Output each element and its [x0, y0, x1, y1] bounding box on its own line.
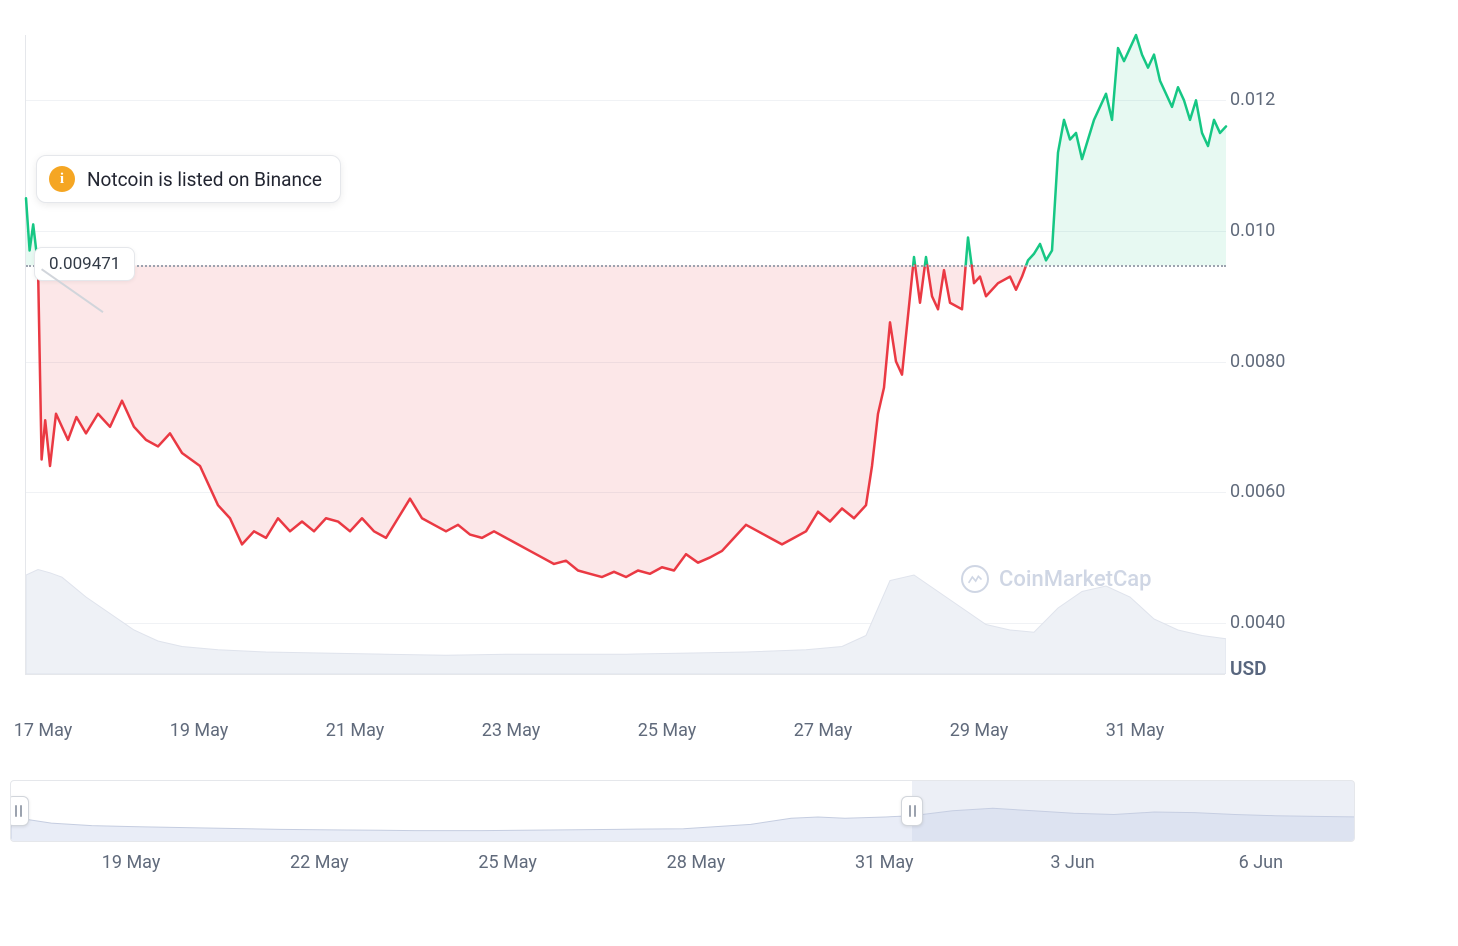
watermark-icon	[961, 565, 989, 593]
y-tick-label: 0.0040	[1230, 612, 1320, 633]
nav-x-tick-label: 25 May	[478, 852, 537, 873]
navigator-handle-right[interactable]	[901, 796, 923, 826]
reference-line	[26, 265, 1226, 267]
info-icon: i	[49, 166, 75, 192]
nav-x-tick-label: 28 May	[667, 852, 726, 873]
watermark-text: CoinMarketCap	[999, 567, 1152, 592]
navigator-container: 19 May 22 May 25 May 28 May 31 May 3 Jun 6 Jun	[10, 780, 1355, 880]
x-tick-label: 17 May	[14, 720, 73, 741]
x-tick-label: 27 May	[794, 720, 853, 741]
navigator-mask-right	[912, 781, 1355, 841]
y-tick-label: 0.0080	[1230, 351, 1320, 372]
x-tick-label: 31 May	[1106, 720, 1165, 741]
reference-value-text: 0.009471	[49, 254, 120, 274]
x-axis: 17 May19 May21 May23 May25 May27 May29 M…	[25, 720, 1225, 750]
x-tick-label: 21 May	[326, 720, 385, 741]
y-tick-label: 0.012	[1230, 89, 1320, 110]
x-tick-label: 19 May	[170, 720, 229, 741]
nav-x-tick-label: 31 May	[855, 852, 914, 873]
info-icon-glyph: i	[60, 171, 64, 188]
nav-x-tick-label: 6 Jun	[1239, 852, 1283, 873]
y-tick-label: 0.0060	[1230, 481, 1320, 502]
main-chart-container: 0.009471 i Notcoin is listed on Binance …	[25, 35, 1345, 705]
navigator-handle-left[interactable]	[10, 796, 29, 826]
y-axis: 0.00400.00600.00800.0100.012USD	[1230, 35, 1320, 675]
navigator-chart[interactable]	[10, 780, 1355, 842]
annotation-text: Notcoin is listed on Binance	[87, 168, 322, 191]
nav-x-tick-label: 22 May	[290, 852, 349, 873]
nav-x-tick-label: 19 May	[102, 852, 161, 873]
x-tick-label: 29 May	[950, 720, 1009, 741]
currency-label: USD	[1230, 657, 1266, 680]
navigator-x-axis: 19 May 22 May 25 May 28 May 31 May 3 Jun 6 Jun	[10, 852, 1355, 882]
x-tick-label: 25 May	[638, 720, 697, 741]
x-tick-label: 23 May	[482, 720, 541, 741]
y-tick-label: 0.010	[1230, 220, 1320, 241]
watermark: CoinMarketCap	[961, 565, 1152, 593]
nav-x-tick-label: 3 Jun	[1050, 852, 1094, 873]
price-chart[interactable]: 0.009471 i Notcoin is listed on Binance …	[25, 35, 1225, 675]
event-annotation[interactable]: i Notcoin is listed on Binance	[36, 155, 341, 203]
